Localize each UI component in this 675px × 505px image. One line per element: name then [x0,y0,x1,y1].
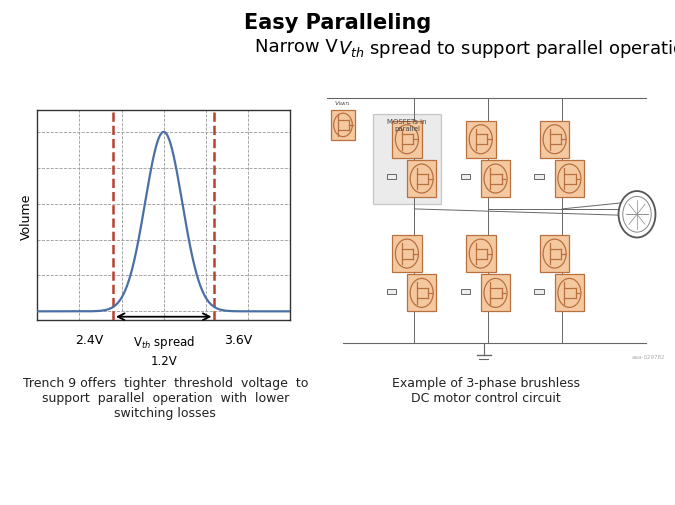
Bar [535,289,543,294]
Text: Narrow V: Narrow V [254,38,338,56]
Bar [392,121,422,159]
Text: V$_{th}$ spread: V$_{th}$ spread [133,333,194,350]
Text: Easy Paralleling: Easy Paralleling [244,13,431,33]
Bar [466,121,495,159]
Text: aaa-029782: aaa-029782 [632,355,666,359]
Bar [460,289,470,294]
Text: Example of 3-phase brushless
DC motor control circuit: Example of 3-phase brushless DC motor co… [392,376,580,404]
Bar [387,289,396,294]
Text: 1.2V: 1.2V [151,355,177,368]
Bar [460,175,470,180]
Bar [555,275,584,312]
Bar [407,275,437,312]
Bar [466,235,495,273]
Bar [331,111,355,141]
Bar [540,235,570,273]
Bar [535,175,543,180]
Bar [373,115,441,204]
Y-axis label: Volume: Volume [20,193,33,239]
Bar [555,161,584,198]
Text: MOSFETs in
parallel: MOSFETs in parallel [387,119,427,132]
Bar [407,161,437,198]
Bar [481,275,510,312]
Bar [387,175,396,180]
Text: 3.6V: 3.6V [224,333,252,346]
Text: 2.4V: 2.4V [76,333,103,346]
Bar [540,121,570,159]
Text: $V_{th}$ spread to support parallel operation: $V_{th}$ spread to support parallel oper… [338,38,675,60]
Circle shape [623,197,651,233]
Text: Trench 9 offers  tighter  threshold  voltage  to
support  parallel  operation  w: Trench 9 offers tighter threshold voltag… [23,376,308,419]
Text: $V_{BAT1}$: $V_{BAT1}$ [334,99,352,108]
Bar [392,235,422,273]
Bar [481,161,510,198]
Circle shape [618,192,655,238]
